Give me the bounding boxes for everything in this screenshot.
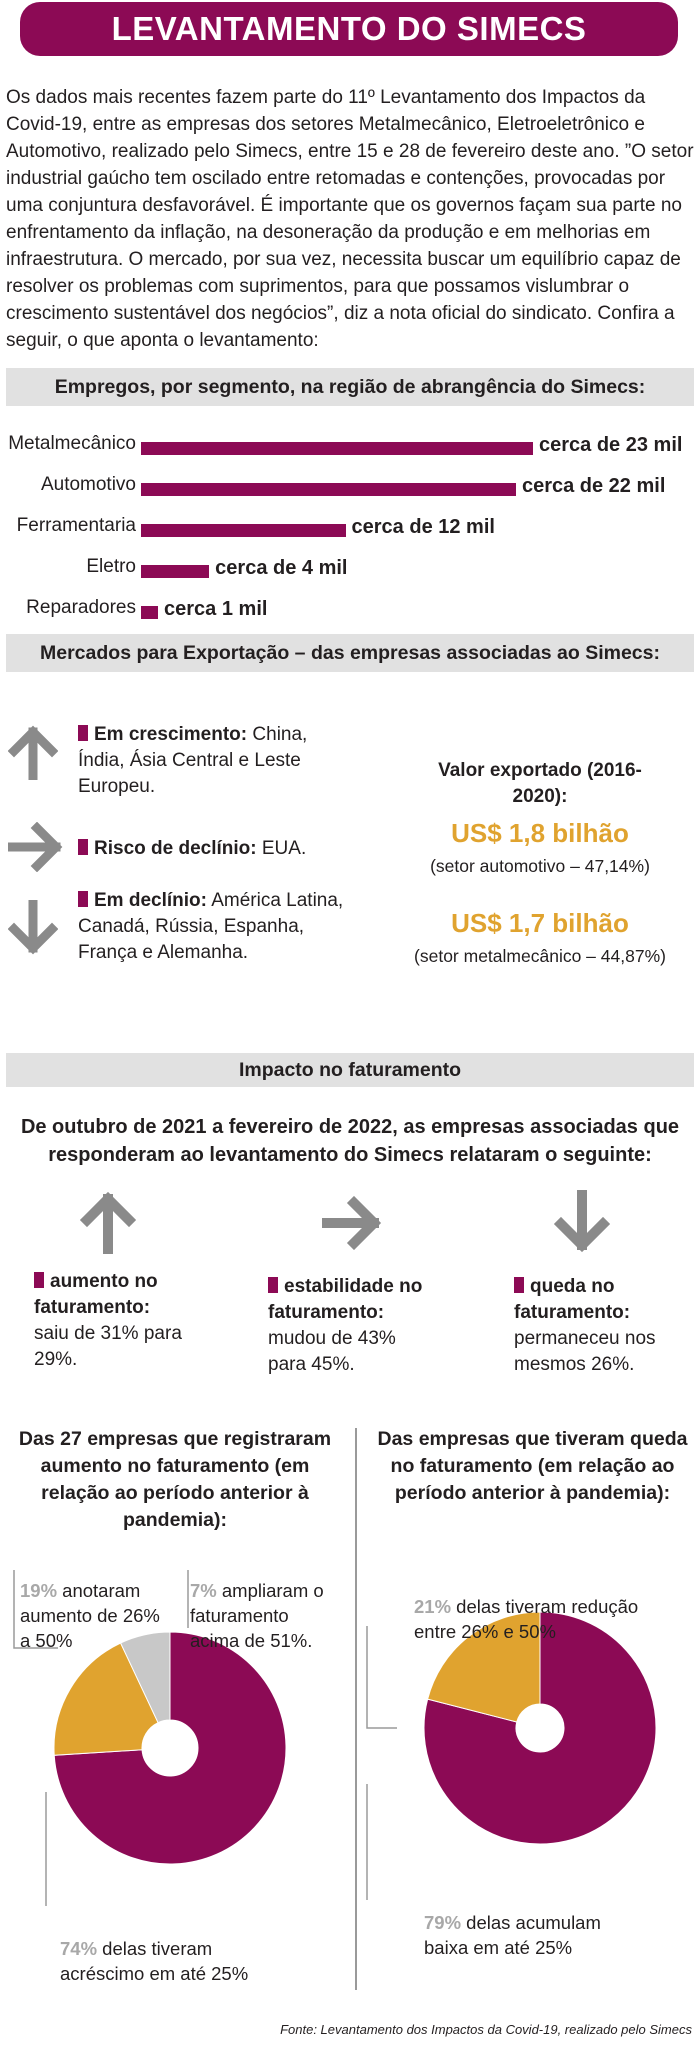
bar-eletro [141,565,210,578]
bar-automotivo [141,483,516,496]
arrow-down-icon [8,900,58,955]
source-footer: Fonte: Levantamento dos Impactos da Covi… [280,2022,692,2037]
bar-category-label: Reparadores [26,597,136,618]
bar-value-label: cerca de 22 mil [521,475,666,497]
donut-slice-7pct [119,1631,171,1724]
mercados-heading: Mercados para Exportação – das empresas … [6,634,694,672]
leader-line [366,1626,397,1729]
queda-donut-chart [366,1611,657,1900]
arrow-right-icon [322,1196,382,1250]
arrow-up-icon [80,1191,136,1254]
bar-category-label: Metalmecânico [8,433,136,454]
bar-metalmecânico [141,442,533,455]
bar-value-label: cerca de 4 mil [215,557,348,579]
aumento-74-annotation: 74% delas tiveram acréscimo em até 25% [60,1938,249,1984]
bullet-square [78,891,88,907]
queda-21-annotation: 21% delas tiveram redução entre 26% e 50… [414,1596,639,1642]
arrow-down-icon [554,1190,610,1253]
valor-automotivo: US$ 1,8 bilhão [451,818,629,848]
donut-slice-21pct [427,1611,541,1723]
faturamento-heading: Impacto no faturamento [6,1053,694,1087]
queda-79-annotation: 79% delas acumulam baixa em até 25% [424,1912,601,1958]
bar-value-label: cerca de 23 mil [539,434,683,456]
aumento-19-annotation: 19% anotaram aumento de 26% a 50% [20,1580,160,1651]
bullet-square [268,1277,278,1293]
aumento-pie-title: Das 27 empresas que registraram aumento … [18,1428,332,1531]
donut-slice-74pct [53,1631,287,1865]
bar-reparadores [141,606,159,619]
leader-line [13,1570,58,1649]
bar-value-label: cerca de 12 mil [351,516,495,538]
bullet-square [514,1277,524,1293]
queda-pie-title: Das empresas que tiveram queda no fatura… [377,1428,688,1504]
aumento-7-annotation: 7% ampliaram o faturamento acima de 51%. [190,1580,324,1651]
intro-paragraph: Os dados mais recentes fazem parte do 11… [6,87,694,351]
bullet-square [34,1272,44,1288]
mercado-crescimento: Em crescimento: China, Índia, Ásia Centr… [78,724,308,797]
valor-exportado-title: Valor exportado (2016-2020): [438,760,642,807]
valor-metalmecanico: US$ 1,7 bilhão [451,908,629,938]
arrow-up-icon [8,725,58,780]
bar-value-label: cerca 1 mil [164,598,268,620]
donut-slice-19pct [53,1642,159,1756]
aumento-donut-chart [13,1570,287,1906]
mercado-risco: Risco de declínio: EUA. [78,836,338,862]
valor-automotivo-sub: (setor automotivo – 47,14%) [430,856,650,876]
faturamento-subtitle: De outubro de 2021 a fevereiro de 2022, … [20,1116,680,1166]
bar-category-label: Automotivo [40,474,136,495]
arrow-right-icon [8,822,63,872]
mercado-declinio: Em declínio: América Latina, Canadá, Rús… [78,890,344,963]
column-divider [355,1428,357,1990]
bullet-square [78,725,88,741]
bar-category-label: Eletro [86,556,136,577]
faturamento-aumento: aumento no faturamento: saiu de 31% para … [34,1271,182,1370]
empregos-heading: Empregos, por segmento, na região de abr… [6,368,694,406]
faturamento-estabilidade: estabilidade no faturamento: mudou de 43%… [268,1276,423,1375]
bullet-square [78,839,88,855]
faturamento-queda: queda no faturamento: permaneceu nos mesm… [514,1276,656,1375]
bar-category-label: Ferramentaria [16,515,136,536]
valor-metalmecanico-sub: (setor metalmecânico – 44,87%) [414,946,666,966]
donut-slice-79pct [423,1611,657,1845]
bar-ferramentaria [141,524,346,537]
page-title: LEVANTAMENTO DO SIMECS [20,2,678,56]
